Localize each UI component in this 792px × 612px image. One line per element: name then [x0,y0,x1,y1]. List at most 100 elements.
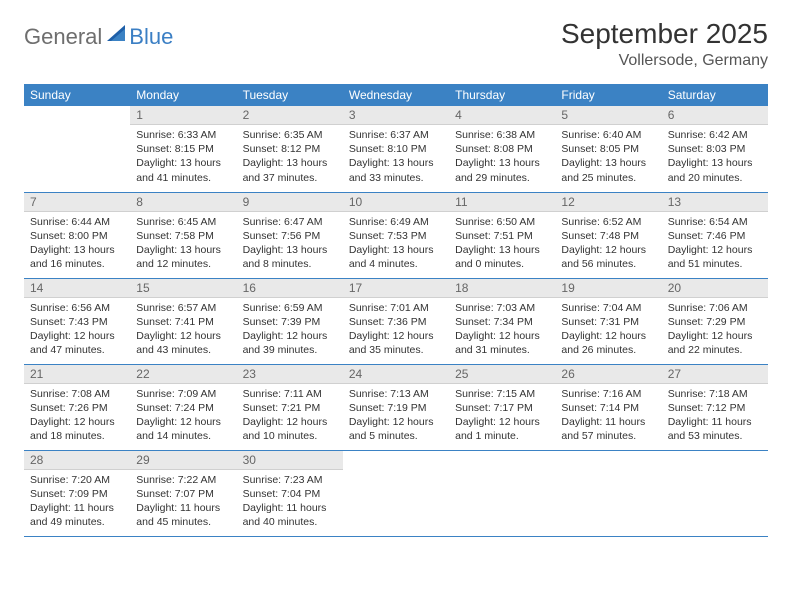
day-number: 12 [555,193,661,212]
day-cell: 1Sunrise: 6:33 AMSunset: 8:15 PMDaylight… [130,106,236,192]
sunrise-text: Sunrise: 7:18 AM [668,387,762,401]
daylight-text: Daylight: 12 hours and 10 minutes. [243,415,337,443]
day-body: Sunrise: 7:09 AMSunset: 7:24 PMDaylight:… [130,384,236,450]
day-cell: 5Sunrise: 6:40 AMSunset: 8:05 PMDaylight… [555,106,661,192]
daylight-text: Daylight: 13 hours and 20 minutes. [668,156,762,184]
sunset-text: Sunset: 7:19 PM [349,401,443,415]
day-number: 21 [24,365,130,384]
day-cell: 22Sunrise: 7:09 AMSunset: 7:24 PMDayligh… [130,364,236,450]
daylight-text: Daylight: 13 hours and 12 minutes. [136,243,230,271]
day-cell: 20Sunrise: 7:06 AMSunset: 7:29 PMDayligh… [662,278,768,364]
sunrise-text: Sunrise: 6:50 AM [455,215,549,229]
day-number: 16 [237,279,343,298]
day-cell: 8Sunrise: 6:45 AMSunset: 7:58 PMDaylight… [130,192,236,278]
sunrise-text: Sunrise: 7:11 AM [243,387,337,401]
day-body: Sunrise: 6:50 AMSunset: 7:51 PMDaylight:… [449,212,555,278]
daylight-text: Daylight: 13 hours and 29 minutes. [455,156,549,184]
sunrise-text: Sunrise: 7:15 AM [455,387,549,401]
sunset-text: Sunset: 7:48 PM [561,229,655,243]
week-row: 14Sunrise: 6:56 AMSunset: 7:43 PMDayligh… [24,278,768,364]
day-body: Sunrise: 6:49 AMSunset: 7:53 PMDaylight:… [343,212,449,278]
daylight-text: Daylight: 11 hours and 40 minutes. [243,501,337,529]
day-header: Wednesday [343,84,449,106]
sunset-text: Sunset: 7:56 PM [243,229,337,243]
day-header: Tuesday [237,84,343,106]
day-number: 10 [343,193,449,212]
sunrise-text: Sunrise: 7:20 AM [30,473,124,487]
sunrise-text: Sunrise: 7:04 AM [561,301,655,315]
daylight-text: Daylight: 13 hours and 33 minutes. [349,156,443,184]
daylight-text: Daylight: 12 hours and 35 minutes. [349,329,443,357]
sunset-text: Sunset: 8:05 PM [561,142,655,156]
day-number: 5 [555,106,661,125]
sunset-text: Sunset: 7:51 PM [455,229,549,243]
header: General Blue September 2025 Vollersode, … [24,18,768,70]
day-cell [449,450,555,536]
sunrise-text: Sunrise: 7:08 AM [30,387,124,401]
day-body: Sunrise: 7:20 AMSunset: 7:09 PMDaylight:… [24,470,130,536]
day-cell: 4Sunrise: 6:38 AMSunset: 8:08 PMDaylight… [449,106,555,192]
daylight-text: Daylight: 12 hours and 5 minutes. [349,415,443,443]
sunrise-text: Sunrise: 6:33 AM [136,128,230,142]
day-number: 14 [24,279,130,298]
day-body: Sunrise: 7:06 AMSunset: 7:29 PMDaylight:… [662,298,768,364]
daylight-text: Daylight: 11 hours and 45 minutes. [136,501,230,529]
day-body: Sunrise: 7:16 AMSunset: 7:14 PMDaylight:… [555,384,661,450]
day-cell: 7Sunrise: 6:44 AMSunset: 8:00 PMDaylight… [24,192,130,278]
month-title: September 2025 [561,18,768,50]
sunrise-text: Sunrise: 6:47 AM [243,215,337,229]
day-cell [343,450,449,536]
daylight-text: Daylight: 13 hours and 25 minutes. [561,156,655,184]
day-body: Sunrise: 7:23 AMSunset: 7:04 PMDaylight:… [237,470,343,536]
day-header-row: Sunday Monday Tuesday Wednesday Thursday… [24,84,768,106]
day-number: 18 [449,279,555,298]
sunrise-text: Sunrise: 7:16 AM [561,387,655,401]
sunrise-text: Sunrise: 6:56 AM [30,301,124,315]
day-cell: 21Sunrise: 7:08 AMSunset: 7:26 PMDayligh… [24,364,130,450]
sunset-text: Sunset: 7:24 PM [136,401,230,415]
sunrise-text: Sunrise: 7:23 AM [243,473,337,487]
sunset-text: Sunset: 7:53 PM [349,229,443,243]
sunrise-text: Sunrise: 6:54 AM [668,215,762,229]
day-cell: 29Sunrise: 7:22 AMSunset: 7:07 PMDayligh… [130,450,236,536]
day-header: Saturday [662,84,768,106]
week-row: 7Sunrise: 6:44 AMSunset: 8:00 PMDaylight… [24,192,768,278]
day-body [555,470,661,530]
sunset-text: Sunset: 8:12 PM [243,142,337,156]
week-row: 28Sunrise: 7:20 AMSunset: 7:09 PMDayligh… [24,450,768,536]
day-cell [24,106,130,192]
day-number: 27 [662,365,768,384]
day-number: 11 [449,193,555,212]
sunrise-text: Sunrise: 6:59 AM [243,301,337,315]
day-cell: 19Sunrise: 7:04 AMSunset: 7:31 PMDayligh… [555,278,661,364]
day-number: 6 [662,106,768,125]
daylight-text: Daylight: 13 hours and 4 minutes. [349,243,443,271]
daylight-text: Daylight: 12 hours and 1 minute. [455,415,549,443]
day-body: Sunrise: 6:40 AMSunset: 8:05 PMDaylight:… [555,125,661,191]
day-cell: 15Sunrise: 6:57 AMSunset: 7:41 PMDayligh… [130,278,236,364]
sunrise-text: Sunrise: 6:42 AM [668,128,762,142]
daylight-text: Daylight: 12 hours and 47 minutes. [30,329,124,357]
sunset-text: Sunset: 8:00 PM [30,229,124,243]
day-cell [662,450,768,536]
day-header: Sunday [24,84,130,106]
day-body: Sunrise: 7:08 AMSunset: 7:26 PMDaylight:… [24,384,130,450]
day-cell: 16Sunrise: 6:59 AMSunset: 7:39 PMDayligh… [237,278,343,364]
day-cell: 14Sunrise: 6:56 AMSunset: 7:43 PMDayligh… [24,278,130,364]
sunset-text: Sunset: 8:03 PM [668,142,762,156]
day-number: 4 [449,106,555,125]
day-cell: 3Sunrise: 6:37 AMSunset: 8:10 PMDaylight… [343,106,449,192]
daylight-text: Daylight: 12 hours and 14 minutes. [136,415,230,443]
day-header: Friday [555,84,661,106]
day-cell: 9Sunrise: 6:47 AMSunset: 7:56 PMDaylight… [237,192,343,278]
daylight-text: Daylight: 12 hours and 18 minutes. [30,415,124,443]
sunset-text: Sunset: 7:17 PM [455,401,549,415]
day-header: Thursday [449,84,555,106]
sunset-text: Sunset: 7:46 PM [668,229,762,243]
day-body: Sunrise: 6:42 AMSunset: 8:03 PMDaylight:… [662,125,768,191]
sunset-text: Sunset: 7:14 PM [561,401,655,415]
day-cell: 10Sunrise: 6:49 AMSunset: 7:53 PMDayligh… [343,192,449,278]
logo: General Blue [24,18,173,50]
sunset-text: Sunset: 7:41 PM [136,315,230,329]
day-body: Sunrise: 6:52 AMSunset: 7:48 PMDaylight:… [555,212,661,278]
